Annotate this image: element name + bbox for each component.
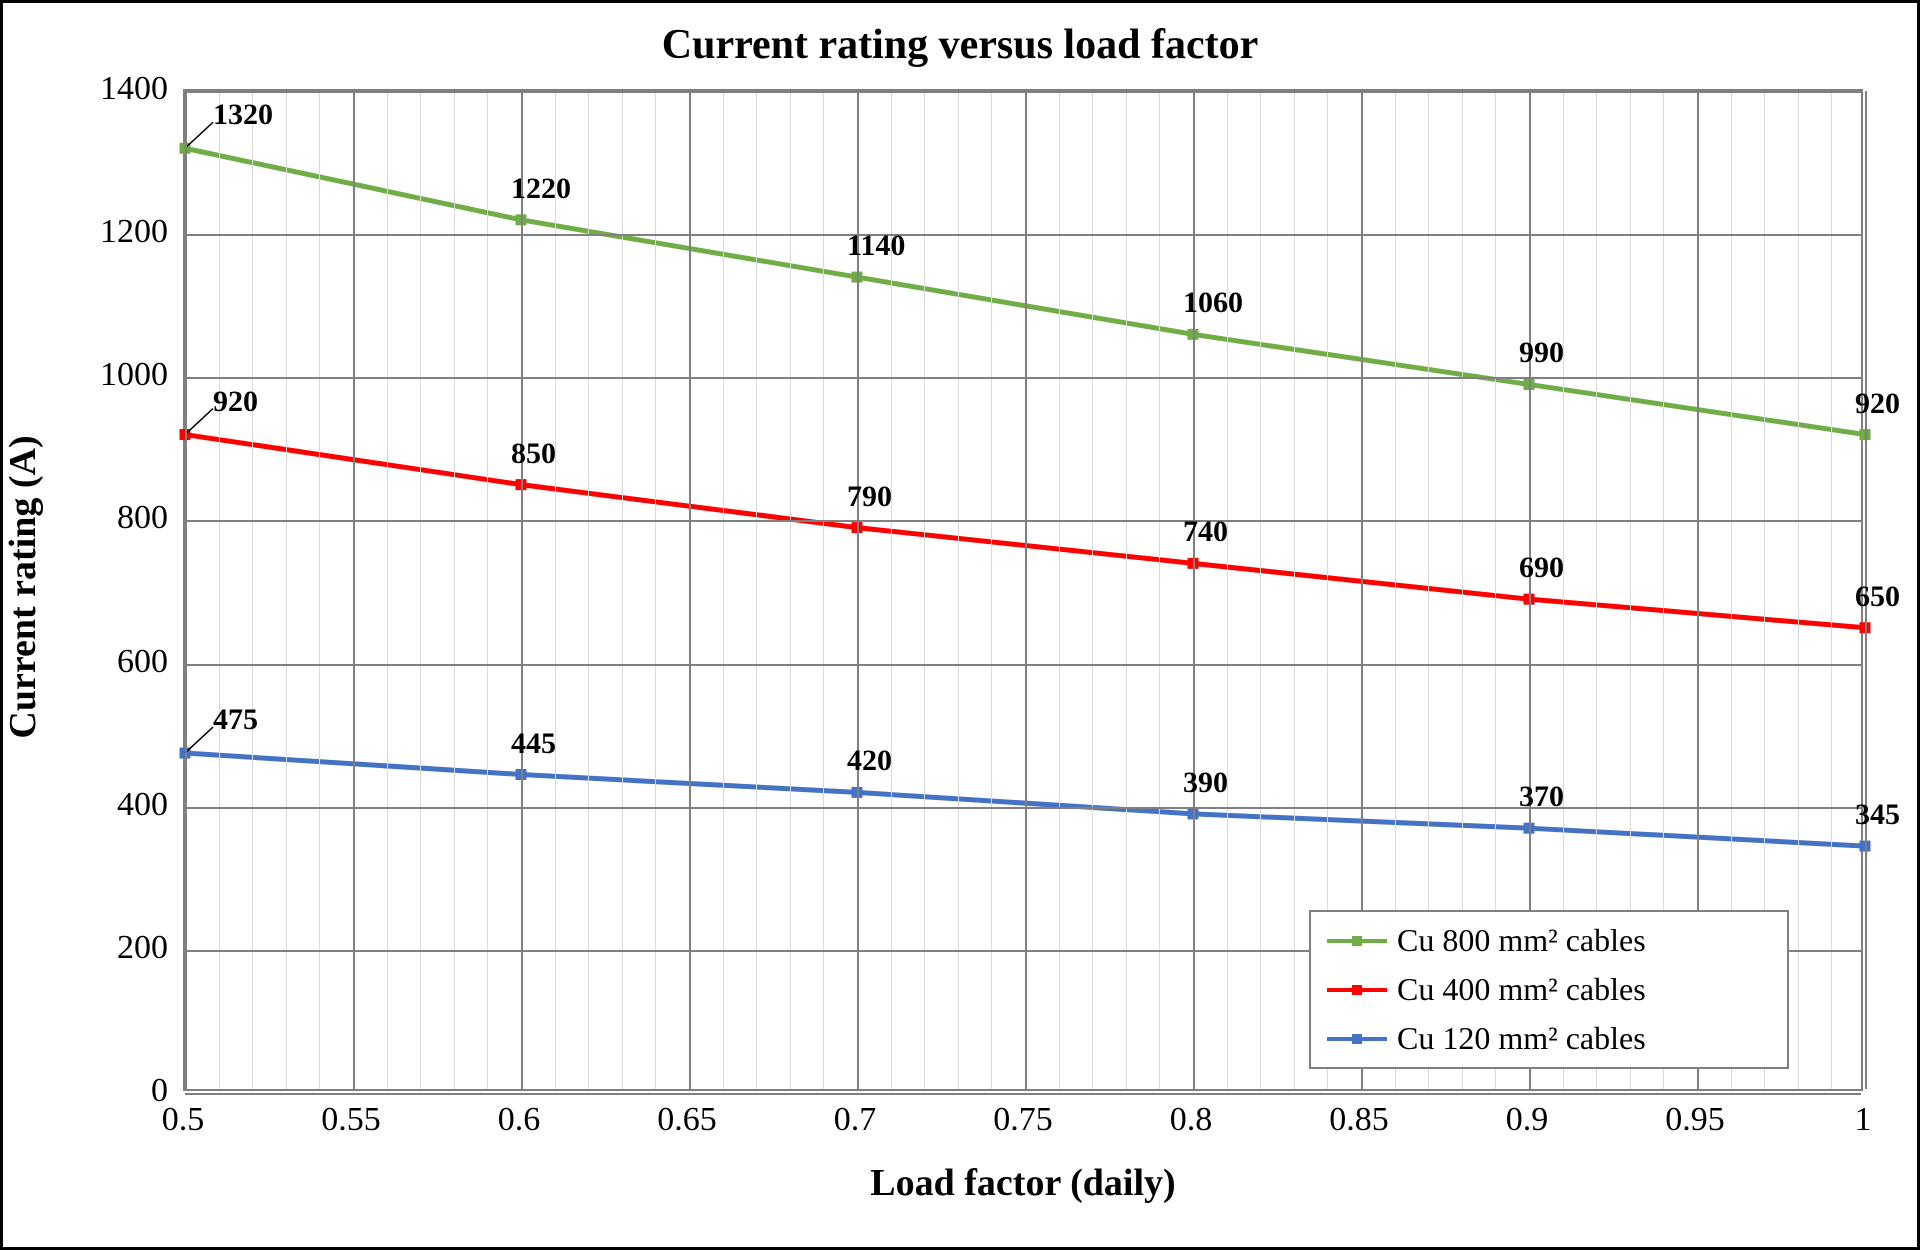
gridline-major-v xyxy=(1193,91,1195,1089)
y-tick-label: 1200 xyxy=(88,213,168,251)
y-tick-label: 800 xyxy=(88,499,168,537)
legend-label: Cu 120 mm² cables xyxy=(1397,1020,1646,1057)
data-label: 920 xyxy=(213,385,258,419)
x-tick-label: 0.9 xyxy=(1506,1101,1549,1139)
gridline-minor-v xyxy=(387,91,388,1089)
gridline-minor-v xyxy=(958,91,959,1089)
x-tick-label: 0.95 xyxy=(1665,1101,1725,1139)
legend-item: Cu 400 mm² cables xyxy=(1327,971,1771,1008)
gridline-major-h xyxy=(185,377,1861,379)
gridline-major-h xyxy=(185,1093,1861,1095)
gridline-major-v xyxy=(521,91,523,1089)
data-label: 345 xyxy=(1855,798,1900,832)
legend-swatch xyxy=(1327,1029,1387,1049)
y-tick-label: 1000 xyxy=(88,356,168,394)
gridline-minor-v xyxy=(655,91,656,1089)
data-label: 690 xyxy=(1519,551,1564,585)
y-tick-label: 0 xyxy=(88,1072,168,1110)
x-tick-label: 0.6 xyxy=(498,1101,541,1139)
gridline-minor-v xyxy=(319,91,320,1089)
y-tick-label: 1400 xyxy=(88,70,168,108)
chart-title: Current rating versus load factor xyxy=(3,21,1917,69)
x-tick-label: 0.75 xyxy=(993,1101,1053,1139)
gridline-minor-v xyxy=(756,91,757,1089)
legend-item: Cu 800 mm² cables xyxy=(1327,922,1771,959)
gridline-major-h xyxy=(185,664,1861,666)
gridline-minor-v xyxy=(454,91,455,1089)
data-label: 370 xyxy=(1519,780,1564,814)
data-label: 920 xyxy=(1855,387,1900,421)
data-label: 990 xyxy=(1519,336,1564,370)
gridline-minor-v xyxy=(1831,91,1832,1089)
gridline-minor-v xyxy=(219,91,220,1089)
leader-line xyxy=(185,727,213,753)
y-tick-label: 200 xyxy=(88,929,168,967)
x-tick-label: 0.8 xyxy=(1170,1101,1213,1139)
x-tick-label: 1 xyxy=(1855,1101,1872,1139)
gridline-minor-v xyxy=(420,91,421,1089)
data-label: 1060 xyxy=(1183,286,1243,320)
data-label: 740 xyxy=(1183,515,1228,549)
gridline-minor-v xyxy=(991,91,992,1089)
gridline-minor-v xyxy=(588,91,589,1089)
y-axis-label: Current rating (A) xyxy=(1,387,45,787)
data-label: 390 xyxy=(1183,766,1228,800)
y-tick-label: 400 xyxy=(88,786,168,824)
gridline-minor-v xyxy=(1260,91,1261,1089)
gridline-minor-v xyxy=(286,91,287,1089)
gridline-minor-v xyxy=(1798,91,1799,1089)
legend: Cu 800 mm² cables Cu 400 mm² cables Cu 120… xyxy=(1309,910,1789,1069)
data-label: 420 xyxy=(847,744,892,778)
x-tick-label: 0.85 xyxy=(1329,1101,1389,1139)
gridline-minor-v xyxy=(1059,91,1060,1089)
x-tick-label: 0.7 xyxy=(834,1101,877,1139)
x-tick-label: 0.5 xyxy=(162,1101,205,1139)
data-label: 445 xyxy=(511,727,556,761)
gridline-minor-v xyxy=(1159,91,1160,1089)
legend-swatch xyxy=(1327,980,1387,1000)
gridline-major-v xyxy=(353,91,355,1089)
chart-container: Current rating versus load factor Curren… xyxy=(0,0,1920,1250)
gridline-minor-v xyxy=(252,91,253,1089)
gridline-minor-v xyxy=(622,91,623,1089)
x-tick-label: 0.65 xyxy=(657,1101,717,1139)
gridline-major-h xyxy=(185,91,1861,93)
gridline-major-h xyxy=(185,807,1861,809)
gridline-minor-v xyxy=(555,91,556,1089)
gridline-major-v xyxy=(1025,91,1027,1089)
gridline-minor-v xyxy=(924,91,925,1089)
leader-line xyxy=(185,409,213,435)
gridline-major-v xyxy=(185,91,187,1089)
legend-swatch xyxy=(1327,931,1387,951)
legend-label: Cu 800 mm² cables xyxy=(1397,922,1646,959)
gridline-minor-v xyxy=(487,91,488,1089)
data-label: 1140 xyxy=(847,229,905,263)
gridline-minor-v xyxy=(1227,91,1228,1089)
gridline-minor-v xyxy=(1092,91,1093,1089)
gridline-minor-v xyxy=(723,91,724,1089)
legend-label: Cu 400 mm² cables xyxy=(1397,971,1646,1008)
y-tick-label: 600 xyxy=(88,643,168,681)
gridline-major-h xyxy=(185,234,1861,236)
gridline-major-v xyxy=(689,91,691,1089)
data-label: 1220 xyxy=(511,172,571,206)
x-axis-label: Load factor (daily) xyxy=(183,1161,1863,1205)
leader-line xyxy=(185,122,213,148)
gridline-minor-v xyxy=(1294,91,1295,1089)
data-label: 650 xyxy=(1855,580,1900,614)
data-label: 850 xyxy=(511,437,556,471)
gridline-minor-v xyxy=(1126,91,1127,1089)
gridline-minor-v xyxy=(823,91,824,1089)
x-tick-label: 0.55 xyxy=(321,1101,381,1139)
data-label: 1320 xyxy=(213,98,273,132)
legend-item: Cu 120 mm² cables xyxy=(1327,1020,1771,1057)
data-label: 475 xyxy=(213,703,258,737)
data-label: 790 xyxy=(847,480,892,514)
gridline-major-h xyxy=(185,520,1861,522)
gridline-minor-v xyxy=(790,91,791,1089)
